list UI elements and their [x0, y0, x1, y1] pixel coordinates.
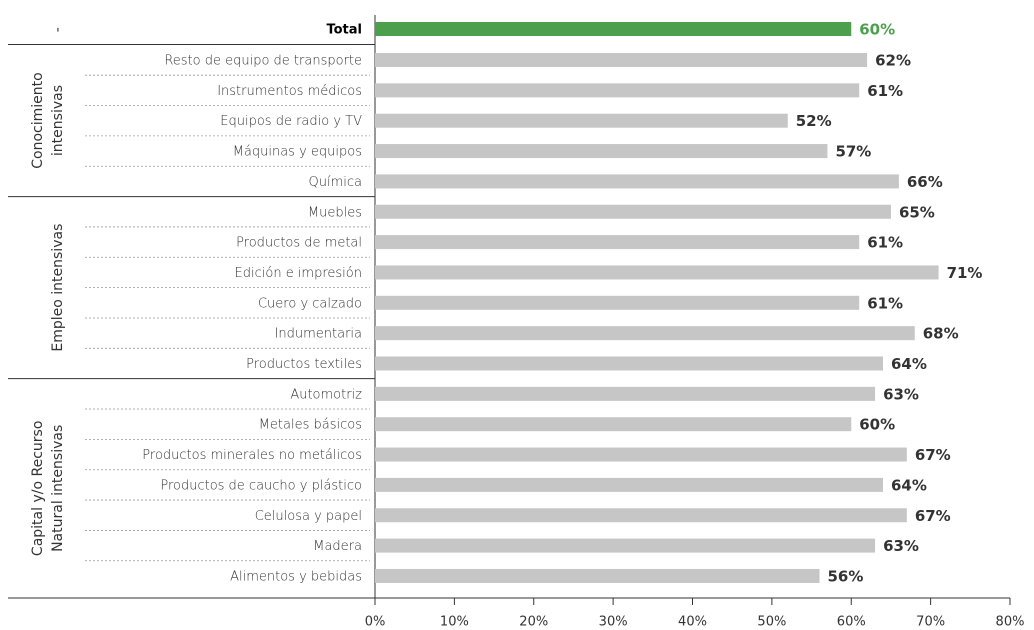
x-tick-label: 70% — [916, 615, 945, 630]
value-label: 52% — [796, 112, 832, 130]
bar — [375, 417, 852, 432]
value-label: 61% — [867, 294, 903, 312]
bar — [375, 174, 899, 189]
bar — [375, 508, 907, 523]
value-label: 65% — [899, 203, 935, 221]
category-label: Madera — [313, 539, 362, 554]
category-label: Productos de metal — [236, 236, 362, 251]
value-label: 68% — [923, 325, 959, 343]
x-tick-label: 80% — [996, 615, 1025, 630]
category-label: Máquinas y equipos — [233, 145, 362, 160]
value-label: 64% — [891, 476, 927, 494]
group-label: intensivas — [50, 85, 66, 156]
bar — [375, 477, 883, 492]
value-label: 67% — [915, 507, 951, 525]
bar — [375, 235, 860, 250]
category-label: Productos minerales no metálicos — [142, 448, 362, 463]
value-label: 61% — [867, 82, 903, 100]
x-tick-label: 40% — [678, 615, 707, 630]
value-label: 61% — [867, 234, 903, 252]
bar — [375, 447, 907, 462]
value-label: 60% — [859, 21, 895, 39]
category-label: Alimentos y bebidas — [230, 569, 362, 584]
x-tick-label: 10% — [440, 615, 469, 630]
value-label: 64% — [891, 355, 927, 373]
value-label: 66% — [907, 173, 943, 191]
bar — [375, 113, 788, 128]
value-label: 71% — [947, 264, 983, 282]
value-label: 63% — [883, 385, 919, 403]
bar — [375, 356, 883, 371]
group-label: Capital y/o Recurso — [30, 421, 46, 556]
category-label: Resto de equipo de transporte — [164, 54, 362, 69]
category-label: Productos textiles — [246, 357, 362, 372]
group-label: Empleo intensivas — [50, 224, 66, 352]
category-label: Celulosa y papel — [255, 509, 362, 524]
category-label: Equipos de radio y TV — [220, 114, 362, 129]
bar — [375, 386, 876, 401]
category-label: Química — [309, 175, 362, 190]
value-label: 63% — [883, 537, 919, 555]
value-label: 67% — [915, 446, 951, 464]
bar — [375, 144, 828, 159]
category-label: Productos de caucho y plástico — [160, 478, 362, 493]
category-label: Edición e impresión — [235, 266, 362, 281]
category-label: Indumentaria — [275, 327, 362, 342]
bar — [375, 83, 860, 98]
bar — [375, 53, 868, 67]
bar — [375, 326, 915, 341]
value-label: 57% — [835, 143, 871, 161]
bar — [375, 204, 891, 219]
category-label: Cuero y calzado — [258, 296, 362, 311]
bar — [375, 295, 860, 310]
bar — [375, 22, 852, 36]
group-label: - — [50, 27, 66, 32]
bar — [375, 538, 876, 553]
category-label: Automotriz — [290, 387, 362, 402]
x-tick-label: 50% — [757, 615, 786, 630]
category-label: Metales básicos — [259, 418, 362, 433]
bar — [375, 265, 939, 280]
group-label: Conocimiento — [30, 72, 46, 168]
value-label: 56% — [828, 567, 864, 585]
category-label: Instrumentos médicos — [217, 84, 362, 99]
category-label: Muebles — [308, 205, 362, 220]
group-label: Natural intensivas — [50, 425, 66, 552]
x-tick-label: 60% — [837, 615, 866, 630]
x-tick-label: 20% — [519, 615, 548, 630]
category-label: Total — [326, 23, 362, 38]
bar — [375, 568, 820, 583]
x-tick-label: 0% — [365, 615, 386, 630]
value-label: 60% — [859, 416, 895, 434]
value-label: 62% — [875, 52, 911, 70]
x-tick-label: 30% — [599, 615, 628, 630]
